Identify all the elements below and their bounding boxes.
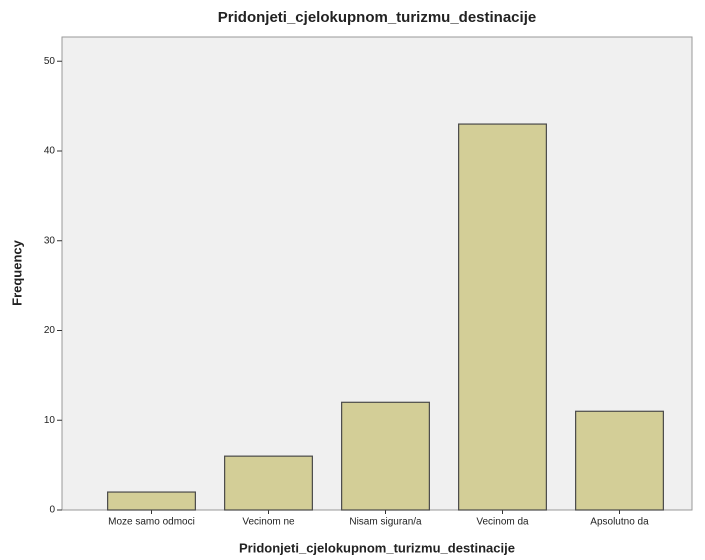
chart-title: Pridonjeti_cjelokupnom_turizmu_destinaci… (218, 9, 536, 26)
x-tick-label: Vecinom ne (242, 517, 295, 528)
y-tick-label: 0 (49, 505, 55, 516)
x-tick-label: Moze samo odmoci (108, 517, 195, 528)
x-axis-title: Pridonjeti_cjelokupnom_turizmu_destinaci… (239, 540, 515, 555)
bar (341, 401, 430, 511)
y-tick-label: 10 (44, 415, 56, 426)
bar (224, 455, 313, 511)
y-tick-label: 50 (44, 56, 56, 67)
y-tick-label: 40 (44, 146, 56, 157)
y-tick-label: 30 (44, 235, 56, 246)
bar (575, 410, 664, 511)
bar (107, 491, 196, 511)
bar (458, 123, 547, 511)
x-tick-label: Vecinom da (476, 517, 529, 528)
y-axis-title: Frequency (9, 239, 24, 306)
y-tick-label: 20 (44, 325, 56, 336)
x-tick-label: Nisam siguran/a (349, 517, 422, 528)
x-tick-label: Apsolutno da (590, 517, 649, 528)
